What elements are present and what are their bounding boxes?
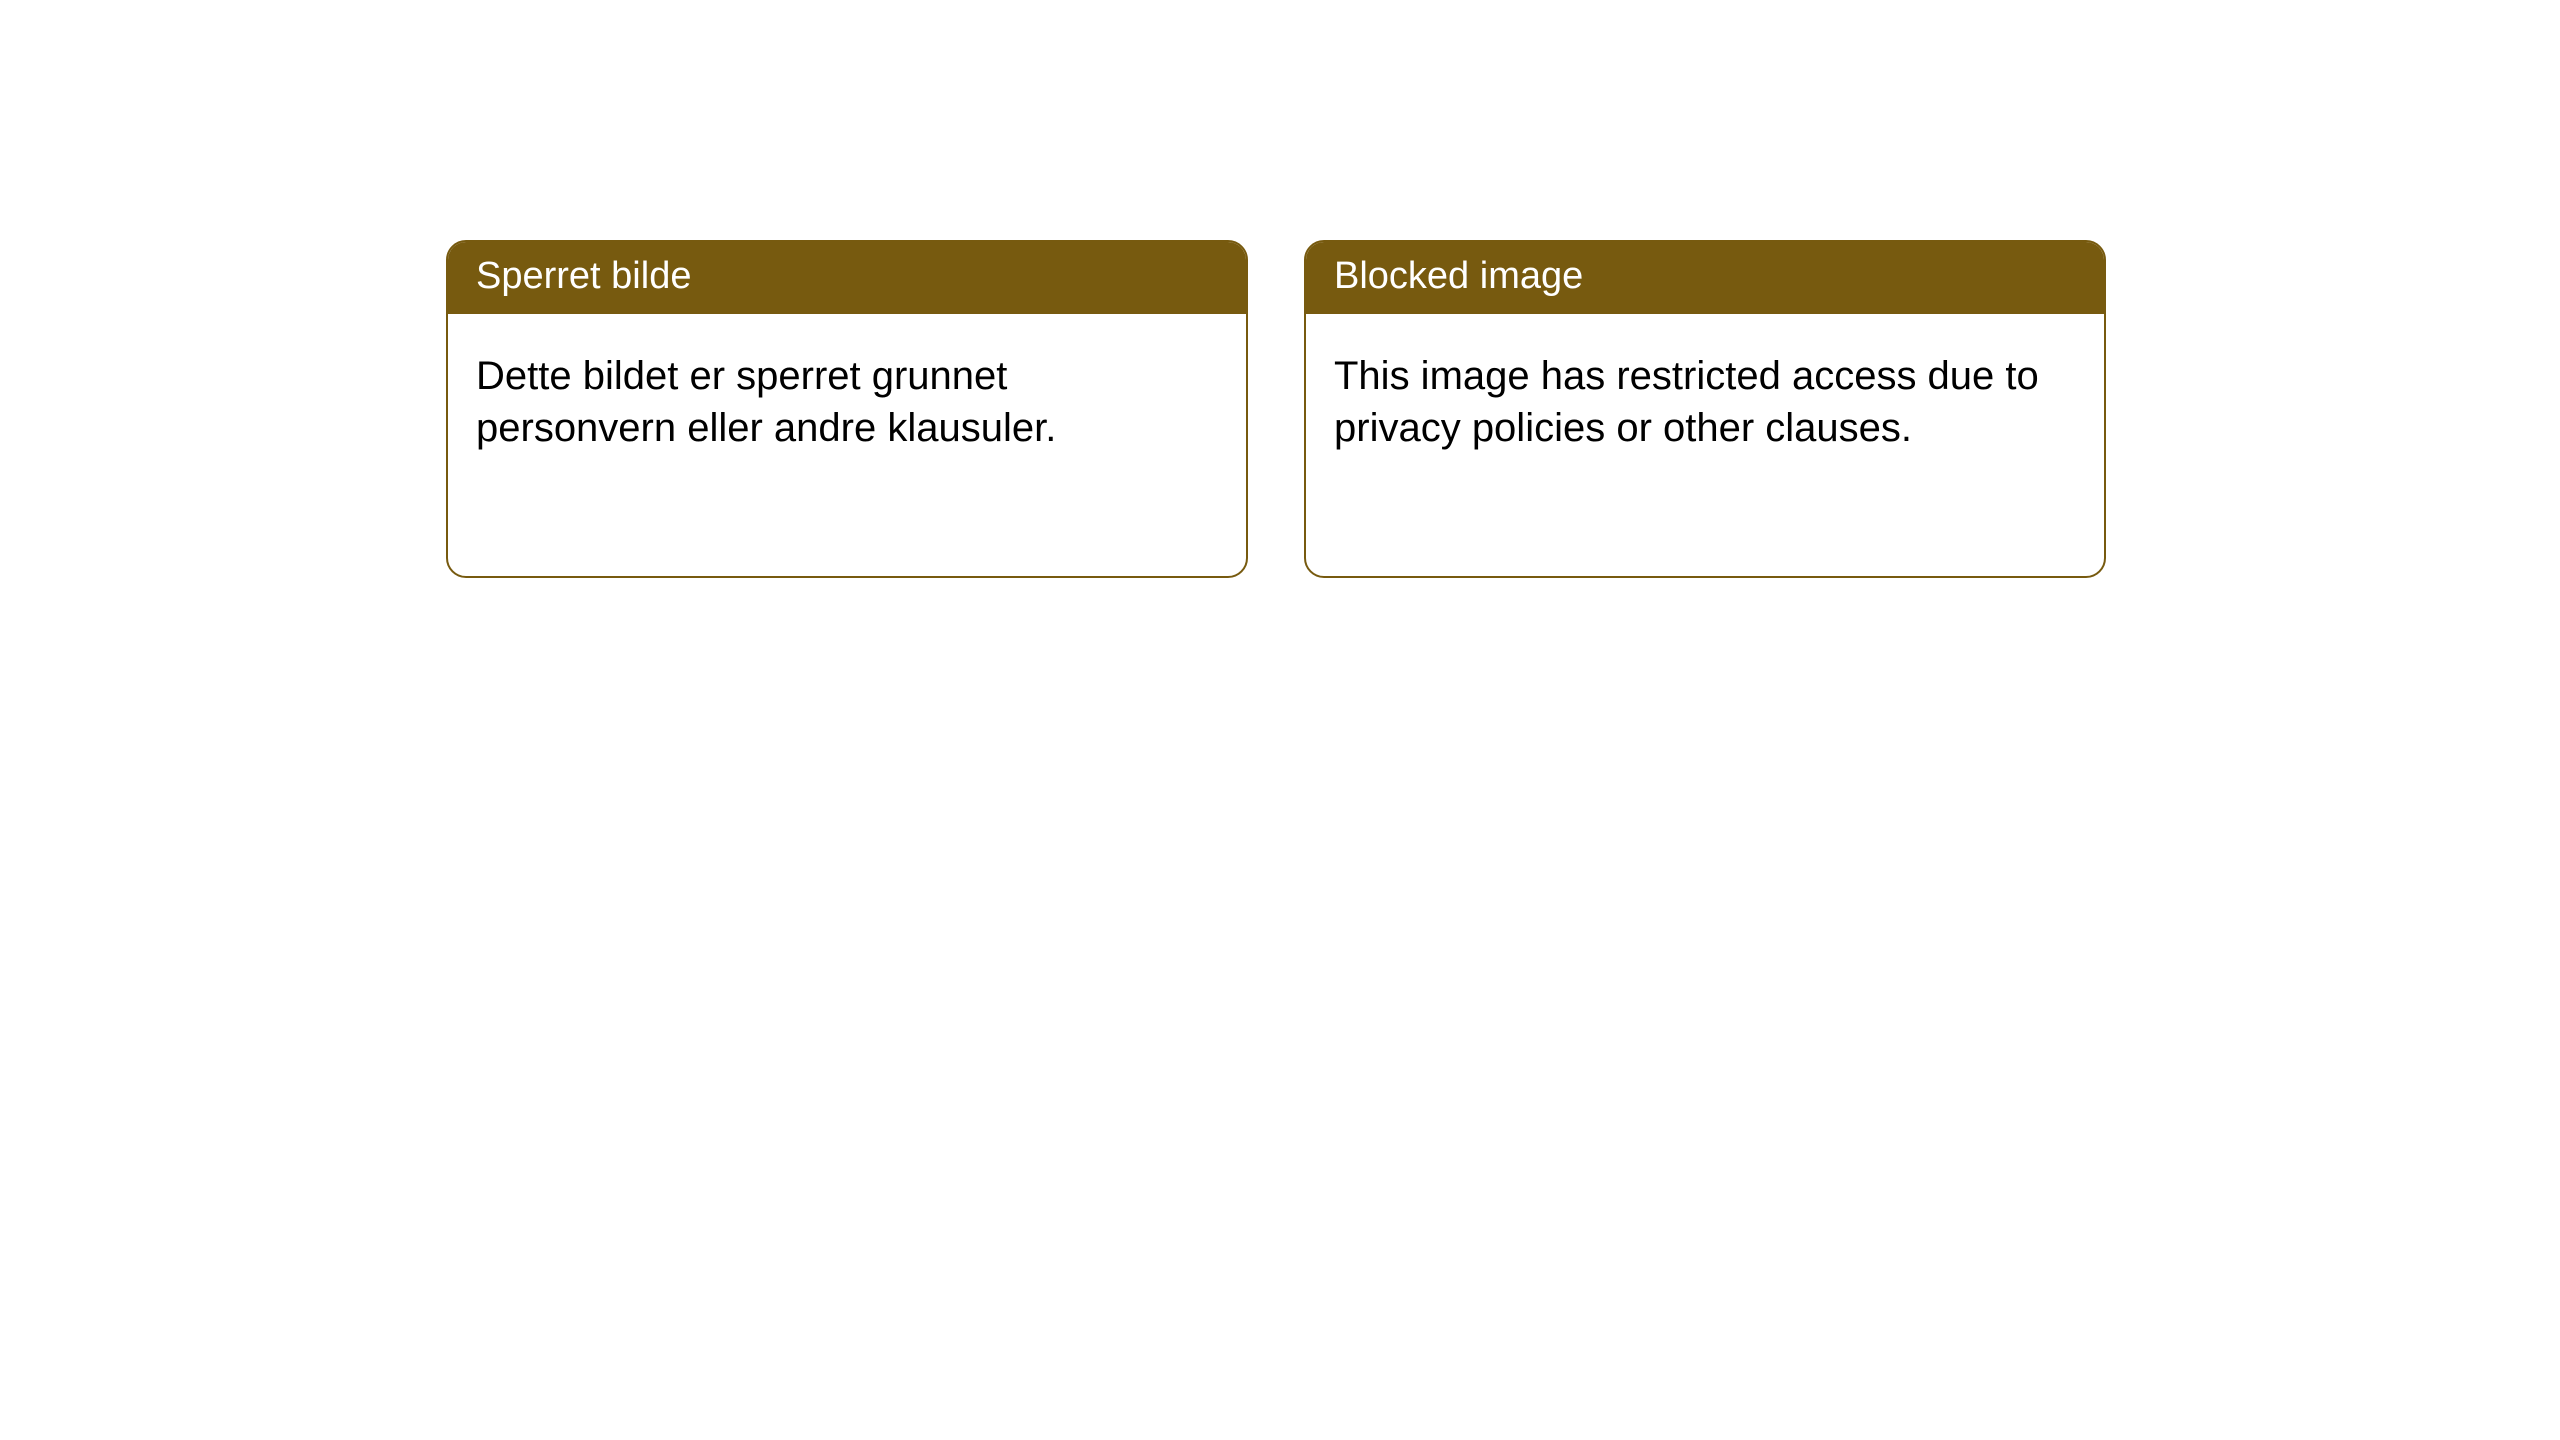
card-header-no: Sperret bilde <box>448 242 1246 314</box>
blocked-image-card-no: Sperret bilde Dette bildet er sperret gr… <box>446 240 1248 578</box>
cards-container: Sperret bilde Dette bildet er sperret gr… <box>446 240 2106 578</box>
card-header-en: Blocked image <box>1306 242 2104 314</box>
card-body-en: This image has restricted access due to … <box>1306 314 2104 482</box>
blocked-image-card-en: Blocked image This image has restricted … <box>1304 240 2106 578</box>
card-body-no: Dette bildet er sperret grunnet personve… <box>448 314 1246 482</box>
